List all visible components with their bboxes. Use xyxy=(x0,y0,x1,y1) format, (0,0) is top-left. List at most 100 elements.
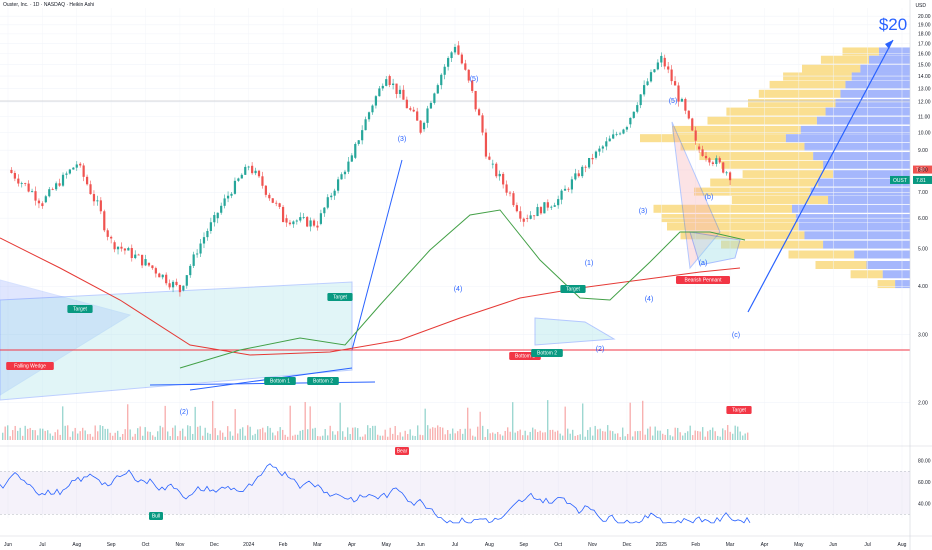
time-tick-6: Dec xyxy=(210,542,219,548)
candle-body xyxy=(37,200,41,204)
volume-bar xyxy=(124,429,126,440)
wave-label-4: (2) xyxy=(596,346,605,353)
volume-bar xyxy=(254,433,256,440)
volume-bar xyxy=(472,435,474,440)
volume-bar xyxy=(699,431,701,440)
candle-body xyxy=(48,189,51,197)
candle-body xyxy=(27,183,30,192)
vp-row-blue xyxy=(866,260,910,269)
candle-body xyxy=(570,179,574,190)
target-arrow-line xyxy=(747,39,894,313)
vp-row-blue xyxy=(804,142,910,151)
candle-body xyxy=(508,192,512,194)
volume-bar xyxy=(4,426,6,440)
volume-bar xyxy=(619,436,621,440)
volume-bar xyxy=(422,435,424,440)
volume-bar xyxy=(314,427,316,440)
time-tick-22: Apr xyxy=(761,542,769,548)
candle-body xyxy=(192,254,195,266)
wave-label-0: (2) xyxy=(180,409,189,416)
callout-label-1: Target xyxy=(73,307,88,313)
volume-bar xyxy=(269,427,271,440)
candle-body xyxy=(168,283,171,288)
callout-bg xyxy=(6,362,54,370)
candle-body xyxy=(34,191,37,201)
volume-bar xyxy=(39,428,41,440)
time-tick-3: Sep xyxy=(107,542,116,548)
volume-bar xyxy=(627,433,629,440)
candle-body xyxy=(474,90,477,110)
wave-label-2: (4) xyxy=(454,286,463,293)
volume-bar xyxy=(429,428,431,440)
vp-row-yellow xyxy=(721,160,824,169)
volume-bar xyxy=(299,430,301,440)
candle-body xyxy=(395,83,398,94)
candle-body xyxy=(361,130,364,141)
volume-bar xyxy=(677,427,679,440)
candle-body xyxy=(30,191,34,192)
volume-bar xyxy=(487,429,489,440)
volume-bar xyxy=(607,425,609,440)
volume-bar xyxy=(342,431,344,440)
target-arrowhead xyxy=(885,40,893,49)
time-tick-8: Feb xyxy=(279,542,288,548)
volume-bar xyxy=(72,431,74,440)
candle-body xyxy=(278,203,281,207)
candle-body xyxy=(416,111,419,121)
candle-body xyxy=(178,284,182,293)
volume-bar xyxy=(252,435,254,440)
rsi-tick-1: 60.00 xyxy=(918,480,931,486)
volume-bar xyxy=(417,425,419,440)
volume-bar xyxy=(24,425,26,440)
volume-bar xyxy=(739,431,741,440)
candle-body xyxy=(185,275,188,286)
volume-bar xyxy=(9,436,11,440)
candle-body xyxy=(106,230,109,237)
volume-bar xyxy=(182,428,184,440)
volume-bar xyxy=(62,406,64,440)
volume-bar xyxy=(334,434,336,440)
volume-bar xyxy=(32,430,34,440)
candle-body xyxy=(72,167,75,170)
volume-bar xyxy=(407,434,409,440)
candle-body xyxy=(546,202,549,208)
volume-bar xyxy=(689,425,691,440)
volume-bar xyxy=(49,433,51,440)
volume-bar xyxy=(529,431,531,440)
vp-row-yellow xyxy=(653,204,793,213)
volume-bar xyxy=(184,436,186,440)
callout-bg xyxy=(67,305,93,313)
candle-body xyxy=(288,222,292,225)
time-tick-23: May xyxy=(794,542,804,548)
volume-bar xyxy=(724,430,726,440)
volume-bar xyxy=(274,435,276,440)
volume-bar xyxy=(694,430,696,440)
volume-bar xyxy=(617,433,619,440)
candle-body xyxy=(371,105,374,113)
candle-body xyxy=(536,207,539,217)
vp-row-blue xyxy=(832,169,910,178)
volume-bar xyxy=(169,436,171,440)
candle-body xyxy=(261,176,264,186)
volume-bar xyxy=(459,428,461,440)
candle-body xyxy=(491,163,494,165)
candle-body xyxy=(615,133,618,135)
candle-body xyxy=(636,105,639,112)
volume-bar xyxy=(697,431,699,440)
volume-bar xyxy=(319,436,321,440)
triangle-mid xyxy=(534,317,616,346)
candle-body xyxy=(646,81,649,86)
candle-body xyxy=(134,254,137,259)
time-tick-18: Dec xyxy=(622,542,631,548)
volume-bar xyxy=(197,426,199,440)
candle-body xyxy=(392,83,395,85)
candle-body xyxy=(92,194,96,202)
wave-label-11: (c) xyxy=(732,332,740,339)
candle-body xyxy=(350,155,353,162)
volume-bar xyxy=(84,430,86,440)
volume-bar xyxy=(489,433,491,440)
vp-row-blue xyxy=(792,204,910,213)
volume-bar xyxy=(19,427,21,440)
time-tick-24: Jun xyxy=(829,542,837,548)
